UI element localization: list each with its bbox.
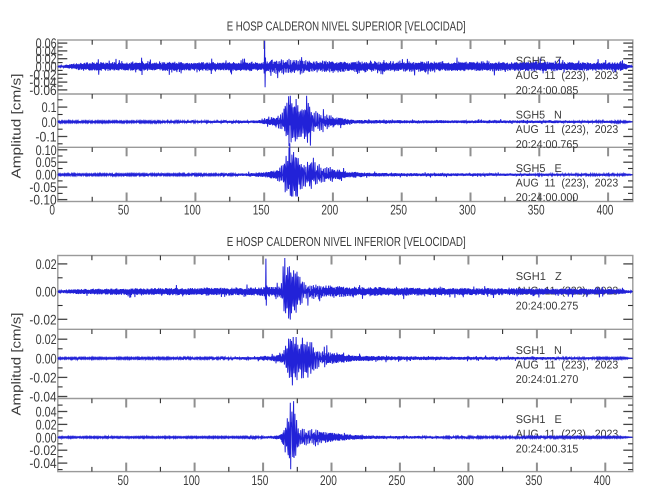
svg-text:400: 400 — [597, 202, 614, 218]
svg-text:0.00: 0.00 — [36, 429, 57, 445]
svg-text:0.04: 0.04 — [36, 43, 57, 59]
svg-text:SGH1 N: SGH1 N — [516, 345, 562, 357]
svg-text:150: 150 — [253, 202, 270, 218]
svg-text:20:24:00.315: 20:24:00.315 — [516, 443, 579, 455]
svg-text:50: 50 — [118, 472, 129, 488]
svg-text:0.00: 0.00 — [36, 167, 57, 183]
svg-text:AUG 11 (223), 2023: AUG 11 (223), 2023 — [516, 360, 618, 372]
svg-text:AUG 11 (223), 2023: AUG 11 (223), 2023 — [516, 70, 618, 82]
svg-text:0.02: 0.02 — [36, 256, 57, 272]
svg-text:20:24:00.000: 20:24:00.000 — [516, 192, 579, 204]
svg-text:0.00: 0.00 — [36, 350, 57, 366]
svg-text:20:24:00.765: 20:24:00.765 — [516, 139, 579, 151]
svg-text:250: 250 — [388, 472, 405, 488]
svg-text:-0.02: -0.02 — [29, 442, 56, 458]
svg-text:0.00: 0.00 — [36, 284, 57, 300]
svg-text:300: 300 — [459, 202, 476, 218]
svg-text:-0.02: -0.02 — [29, 369, 56, 385]
svg-text:0.02: 0.02 — [36, 416, 57, 432]
svg-text:-0.1: -0.1 — [35, 129, 56, 145]
svg-text:400: 400 — [594, 472, 611, 488]
svg-text:0.02: 0.02 — [36, 51, 57, 67]
svg-text:-0.05: -0.05 — [29, 179, 56, 195]
svg-text:0.10: 0.10 — [36, 142, 57, 158]
svg-text:20:24:00.275: 20:24:00.275 — [516, 300, 579, 312]
svg-text:200: 200 — [321, 202, 338, 218]
svg-text:SGH1 Z: SGH1 Z — [516, 271, 562, 283]
svg-text:-0.06: -0.06 — [29, 82, 56, 98]
svg-text:50: 50 — [118, 202, 129, 218]
svg-text:0.06: 0.06 — [36, 35, 57, 51]
svg-text:250: 250 — [390, 202, 407, 218]
svg-text:SGH5 N: SGH5 N — [516, 110, 562, 122]
svg-text:-0.04: -0.04 — [29, 74, 56, 90]
svg-text:20:24:00.085: 20:24:00.085 — [516, 85, 579, 97]
svg-text:AUG 11 (223), 2023: AUG 11 (223), 2023 — [516, 124, 618, 136]
svg-text:0.02: 0.02 — [36, 331, 57, 347]
svg-text:0.00: 0.00 — [36, 59, 57, 75]
svg-text:Amplitud [cm/s]: Amplitud [cm/s] — [9, 313, 24, 416]
svg-text:350: 350 — [525, 472, 542, 488]
svg-text:Amplitud [cm/s]: Amplitud [cm/s] — [9, 74, 24, 179]
svg-text:0.05: 0.05 — [36, 154, 57, 170]
svg-text:350: 350 — [528, 202, 545, 218]
svg-text:-0.02: -0.02 — [29, 66, 56, 82]
svg-text:-0.02: -0.02 — [29, 311, 56, 327]
svg-text:150: 150 — [252, 472, 269, 488]
svg-text:200: 200 — [320, 472, 337, 488]
svg-text:AUG 11 (223), 2023: AUG 11 (223), 2023 — [516, 178, 618, 190]
svg-text:0: 0 — [49, 202, 55, 218]
svg-text:E HOSP CALDERON NIVEL INFE: E HOSP CALDERON NIVEL INFERIOR [VELOCIDA… — [227, 234, 466, 249]
svg-text:0.1: 0.1 — [42, 99, 57, 115]
svg-text:E HOSP CALDERON NIVEL SUPE: E HOSP CALDERON NIVEL SUPERIOR [VELOCIDA… — [227, 19, 466, 34]
svg-text:-0.04: -0.04 — [29, 455, 56, 471]
svg-text:0.04: 0.04 — [36, 404, 57, 420]
svg-text:100: 100 — [183, 472, 200, 488]
svg-text:20:24:01.270: 20:24:01.270 — [516, 374, 579, 386]
svg-text:300: 300 — [457, 472, 474, 488]
svg-text:0.0: 0.0 — [42, 114, 57, 130]
svg-text:SGH5 E: SGH5 E — [516, 163, 562, 175]
svg-text:100: 100 — [184, 202, 201, 218]
svg-text:SGH1 E: SGH1 E — [516, 414, 562, 426]
svg-text:-0.10: -0.10 — [29, 192, 56, 208]
svg-text:-0.04: -0.04 — [29, 389, 56, 405]
